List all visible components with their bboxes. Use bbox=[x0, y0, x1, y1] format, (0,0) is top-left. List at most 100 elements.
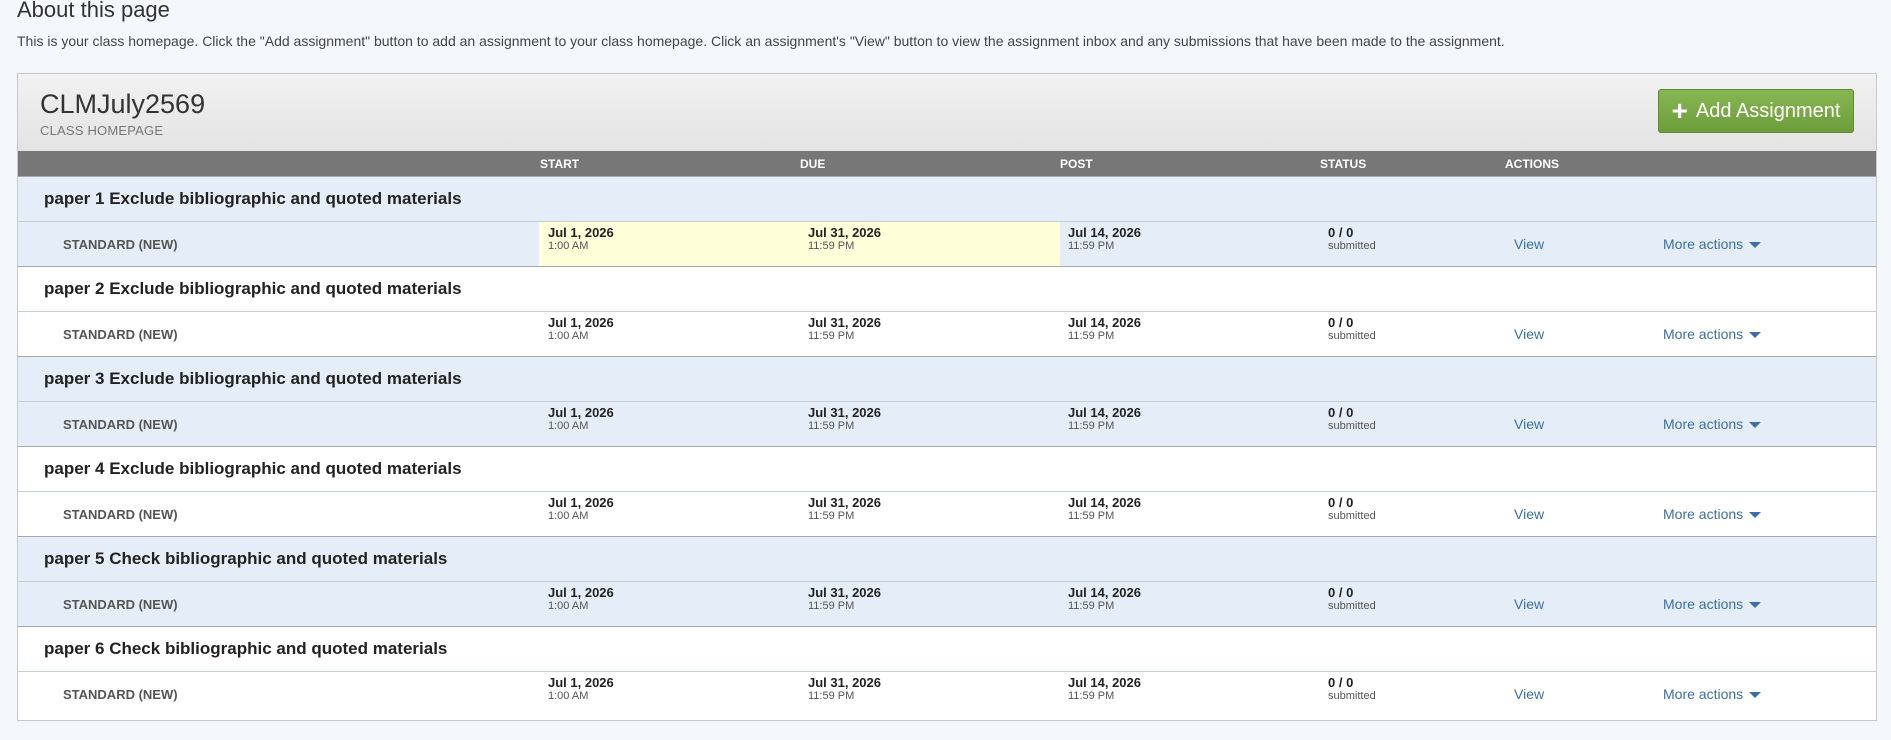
post-datetime: Jul 14, 2026 11:59 PM bbox=[1068, 225, 1141, 252]
due-date: Jul 31, 2026 bbox=[808, 405, 881, 420]
column-header-row: START DUE POST STATUS ACTIONS bbox=[18, 151, 1876, 176]
assignment-title: paper 4 Exclude bibliographic and quoted… bbox=[44, 459, 462, 478]
due-cell-highlight bbox=[800, 222, 1060, 266]
post-time: 11:59 PM bbox=[1068, 330, 1115, 342]
submission-status: 0 / 0 submitted bbox=[1328, 675, 1376, 702]
submission-count: 0 / 0 bbox=[1328, 315, 1354, 330]
more-actions-dropdown[interactable]: More actions bbox=[1663, 686, 1762, 702]
start-date: Jul 1, 2026 bbox=[548, 675, 614, 690]
post-date: Jul 14, 2026 bbox=[1068, 315, 1141, 330]
more-actions-dropdown[interactable]: More actions bbox=[1663, 326, 1762, 342]
start-datetime: Jul 1, 2026 1:00 AM bbox=[548, 315, 614, 342]
post-datetime: Jul 14, 2026 11:59 PM bbox=[1068, 495, 1141, 522]
submission-status: 0 / 0 submitted bbox=[1328, 585, 1376, 612]
assignment-group: paper 4 Exclude bibliographic and quoted… bbox=[18, 446, 1876, 536]
start-time: 1:00 AM bbox=[548, 330, 589, 342]
column-post: POST bbox=[1060, 157, 1093, 171]
post-datetime: Jul 14, 2026 11:59 PM bbox=[1068, 675, 1141, 702]
view-link[interactable]: View bbox=[1514, 416, 1545, 432]
due-time: 11:59 PM bbox=[808, 240, 855, 252]
start-datetime: Jul 1, 2026 1:00 AM bbox=[548, 675, 614, 702]
submission-count: 0 / 0 bbox=[1328, 225, 1354, 240]
assignment-detail-row: STANDARD (NEW) Jul 1, 2026 1:00 AM Jul 3… bbox=[18, 581, 1876, 626]
start-date: Jul 1, 2026 bbox=[548, 225, 614, 240]
assignment-type: STANDARD (NEW) bbox=[63, 327, 178, 342]
post-time: 11:59 PM bbox=[1068, 510, 1115, 522]
submission-status: 0 / 0 submitted bbox=[1328, 495, 1376, 522]
class-header: CLMJuly2569 CLASS HOMEPAGE + Add Assignm… bbox=[18, 74, 1876, 151]
assignment-title: paper 6 Check bibliographic and quoted m… bbox=[44, 639, 448, 658]
assignment-detail-row: STANDARD (NEW) Jul 1, 2026 1:00 AM Jul 3… bbox=[18, 491, 1876, 536]
column-due: DUE bbox=[800, 157, 826, 171]
assignment-detail-row: STANDARD (NEW) Jul 1, 2026 1:00 AM Jul 3… bbox=[18, 311, 1876, 356]
assignment-title-row: paper 3 Exclude bibliographic and quoted… bbox=[18, 356, 1876, 401]
submission-label: submitted bbox=[1328, 240, 1376, 252]
start-date: Jul 1, 2026 bbox=[548, 315, 614, 330]
more-actions-label: More actions bbox=[1663, 506, 1744, 522]
more-actions-dropdown[interactable]: More actions bbox=[1663, 416, 1762, 432]
more-actions-dropdown[interactable]: More actions bbox=[1663, 596, 1762, 612]
submission-label: submitted bbox=[1328, 690, 1376, 702]
column-status: STATUS bbox=[1320, 157, 1367, 171]
assignment-group: paper 2 Exclude bibliographic and quoted… bbox=[18, 266, 1876, 356]
post-datetime: Jul 14, 2026 11:59 PM bbox=[1068, 585, 1141, 612]
assignment-title: paper 1 Exclude bibliographic and quoted… bbox=[44, 189, 462, 208]
about-title: About this page bbox=[17, 0, 170, 22]
assignment-detail-row: STANDARD (NEW) Jul 1, 2026 1:00 AM Jul 3… bbox=[18, 671, 1876, 716]
due-time: 11:59 PM bbox=[808, 420, 855, 432]
start-time: 1:00 AM bbox=[548, 240, 589, 252]
due-date: Jul 31, 2026 bbox=[808, 315, 881, 330]
start-date: Jul 1, 2026 bbox=[548, 405, 614, 420]
submission-label: submitted bbox=[1328, 510, 1376, 522]
caret-down-icon bbox=[1749, 602, 1762, 609]
more-actions-dropdown[interactable]: More actions bbox=[1663, 506, 1762, 522]
start-datetime: Jul 1, 2026 1:00 AM bbox=[548, 405, 614, 432]
add-assignment-button[interactable]: + Add Assignment bbox=[1658, 89, 1854, 133]
submission-count: 0 / 0 bbox=[1328, 495, 1354, 510]
post-date: Jul 14, 2026 bbox=[1068, 405, 1141, 420]
view-link[interactable]: View bbox=[1514, 236, 1545, 252]
view-link[interactable]: View bbox=[1514, 506, 1545, 522]
post-time: 11:59 PM bbox=[1068, 420, 1115, 432]
assignment-detail-row: STANDARD (NEW) Jul 1, 2026 1:00 AM Jul 3… bbox=[18, 221, 1876, 266]
due-datetime: Jul 31, 2026 11:59 PM bbox=[808, 585, 881, 612]
more-actions-dropdown[interactable]: More actions bbox=[1663, 236, 1762, 252]
submission-label: submitted bbox=[1328, 330, 1376, 342]
due-date: Jul 31, 2026 bbox=[808, 675, 881, 690]
view-link[interactable]: View bbox=[1514, 326, 1545, 342]
post-time: 11:59 PM bbox=[1068, 690, 1115, 702]
assignment-title-row: paper 2 Exclude bibliographic and quoted… bbox=[18, 266, 1876, 311]
view-link[interactable]: View bbox=[1514, 596, 1545, 612]
due-time: 11:59 PM bbox=[808, 510, 855, 522]
assignment-type: STANDARD (NEW) bbox=[63, 507, 178, 522]
start-date: Jul 1, 2026 bbox=[548, 495, 614, 510]
start-time: 1:00 AM bbox=[548, 690, 589, 702]
more-actions-label: More actions bbox=[1663, 236, 1744, 252]
post-time: 11:59 PM bbox=[1068, 600, 1115, 612]
assignment-group: paper 3 Exclude bibliographic and quoted… bbox=[18, 356, 1876, 446]
assignment-type: STANDARD (NEW) bbox=[63, 597, 178, 612]
submission-count: 0 / 0 bbox=[1328, 585, 1354, 600]
view-link[interactable]: View bbox=[1514, 686, 1545, 702]
submission-status: 0 / 0 submitted bbox=[1328, 315, 1376, 342]
start-date: Jul 1, 2026 bbox=[548, 585, 614, 600]
assignment-type: STANDARD (NEW) bbox=[63, 687, 178, 702]
column-start: START bbox=[540, 157, 580, 171]
caret-down-icon bbox=[1749, 422, 1762, 429]
due-datetime: Jul 31, 2026 11:59 PM bbox=[808, 405, 881, 432]
submission-status: 0 / 0 submitted bbox=[1328, 405, 1376, 432]
assignment-title: paper 5 Check bibliographic and quoted m… bbox=[44, 549, 448, 568]
post-datetime: Jul 14, 2026 11:59 PM bbox=[1068, 315, 1141, 342]
assignment-title: paper 3 Exclude bibliographic and quoted… bbox=[44, 369, 462, 388]
submission-status: 0 / 0 submitted bbox=[1328, 225, 1376, 252]
more-actions-label: More actions bbox=[1663, 326, 1744, 342]
start-time: 1:00 AM bbox=[548, 420, 589, 432]
plus-icon: + bbox=[1671, 95, 1688, 126]
start-cell-highlight bbox=[539, 222, 800, 266]
due-datetime: Jul 31, 2026 11:59 PM bbox=[808, 225, 881, 252]
more-actions-label: More actions bbox=[1663, 596, 1744, 612]
post-datetime: Jul 14, 2026 11:59 PM bbox=[1068, 405, 1141, 432]
assignment-group: paper 5 Check bibliographic and quoted m… bbox=[18, 536, 1876, 626]
submission-count: 0 / 0 bbox=[1328, 405, 1354, 420]
assignment-title-row: paper 4 Exclude bibliographic and quoted… bbox=[18, 446, 1876, 491]
